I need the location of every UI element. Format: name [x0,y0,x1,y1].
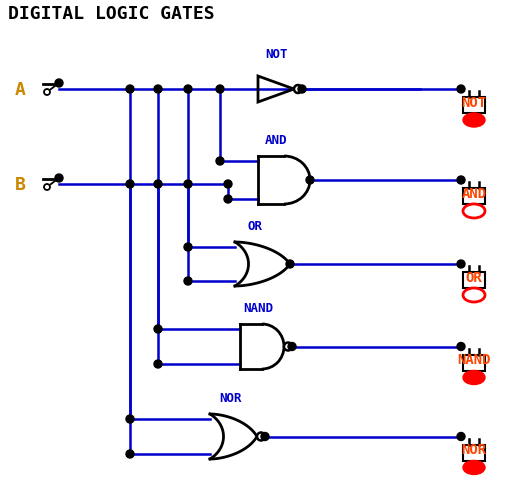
Circle shape [154,86,162,94]
Circle shape [126,86,134,94]
Text: OR: OR [466,271,483,285]
Text: NOR: NOR [219,391,241,404]
Circle shape [224,195,232,203]
Circle shape [284,343,292,351]
Bar [463,98,485,114]
Circle shape [261,433,269,440]
Circle shape [154,181,162,188]
Circle shape [286,261,294,269]
Circle shape [298,86,306,94]
Text: NOT: NOT [462,96,487,110]
Circle shape [154,325,162,333]
Ellipse shape [463,371,485,385]
Bar [463,355,485,371]
Circle shape [306,177,314,185]
Text: A: A [15,81,26,99]
Ellipse shape [463,204,485,218]
Circle shape [457,433,465,440]
Circle shape [126,415,134,423]
Circle shape [184,86,192,94]
Circle shape [294,86,302,94]
Circle shape [457,343,465,351]
Circle shape [216,86,224,94]
Circle shape [44,185,50,190]
Text: NAND: NAND [243,302,273,314]
Ellipse shape [463,289,485,303]
Ellipse shape [463,460,485,474]
Text: NOR: NOR [462,442,487,456]
Circle shape [224,181,232,188]
Bar [463,444,485,460]
Text: NOT: NOT [265,48,287,61]
Bar [463,188,485,204]
Circle shape [184,181,192,188]
Text: OR: OR [247,219,263,232]
Circle shape [44,90,50,96]
Circle shape [126,181,134,188]
Circle shape [55,175,63,183]
Circle shape [457,177,465,185]
Circle shape [126,450,134,458]
Text: DIGITAL LOGIC GATES: DIGITAL LOGIC GATES [8,5,215,23]
Circle shape [184,243,192,252]
Circle shape [457,86,465,94]
Circle shape [154,360,162,368]
Text: B: B [15,176,26,193]
Text: AND: AND [462,187,487,200]
Bar [463,273,485,289]
Ellipse shape [463,204,485,218]
Circle shape [216,158,224,166]
Circle shape [288,343,296,351]
Text: AND: AND [265,134,287,147]
Text: NAND: NAND [457,353,491,367]
Ellipse shape [463,289,485,303]
Circle shape [55,80,63,88]
Circle shape [257,433,265,440]
Circle shape [184,278,192,286]
Ellipse shape [463,114,485,128]
Circle shape [457,261,465,269]
